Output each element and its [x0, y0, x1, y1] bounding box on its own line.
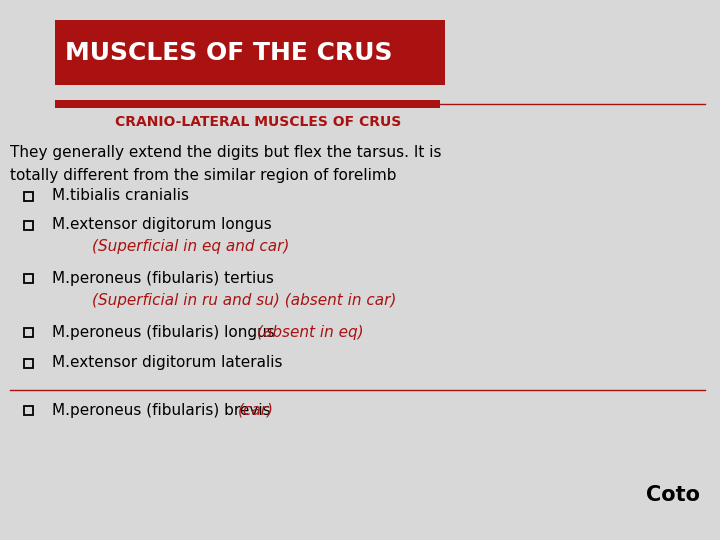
Text: (absent in eq): (absent in eq) — [257, 325, 364, 340]
Text: MUSCLES OF THE CRUS: MUSCLES OF THE CRUS — [65, 40, 392, 64]
FancyBboxPatch shape — [55, 100, 440, 108]
FancyBboxPatch shape — [55, 20, 445, 85]
Text: M.peroneus (fibularis) brevis: M.peroneus (fibularis) brevis — [52, 402, 276, 417]
Text: They generally extend the digits but flex the tarsus. It is: They generally extend the digits but fle… — [10, 145, 441, 160]
Text: M.peroneus (fibularis) tertius: M.peroneus (fibularis) tertius — [52, 271, 274, 286]
Text: CRANIO-LATERAL MUSCLES OF CRUS: CRANIO-LATERAL MUSCLES OF CRUS — [115, 115, 401, 129]
Text: Coto: Coto — [646, 485, 700, 505]
Text: M.peroneus (fibularis) longus: M.peroneus (fibularis) longus — [52, 325, 279, 340]
Text: totally different from the similar region of forelimb: totally different from the similar regio… — [10, 168, 397, 183]
Text: (car): (car) — [238, 402, 274, 417]
Text: (Superficial in eq and car): (Superficial in eq and car) — [92, 240, 289, 254]
Text: M.tibialis cranialis: M.tibialis cranialis — [52, 188, 189, 204]
Text: (Superficial in ru and su) (absent in car): (Superficial in ru and su) (absent in ca… — [92, 293, 397, 307]
Text: M.extensor digitorum longus: M.extensor digitorum longus — [52, 218, 271, 233]
Text: M.extensor digitorum lateralis: M.extensor digitorum lateralis — [52, 355, 282, 370]
